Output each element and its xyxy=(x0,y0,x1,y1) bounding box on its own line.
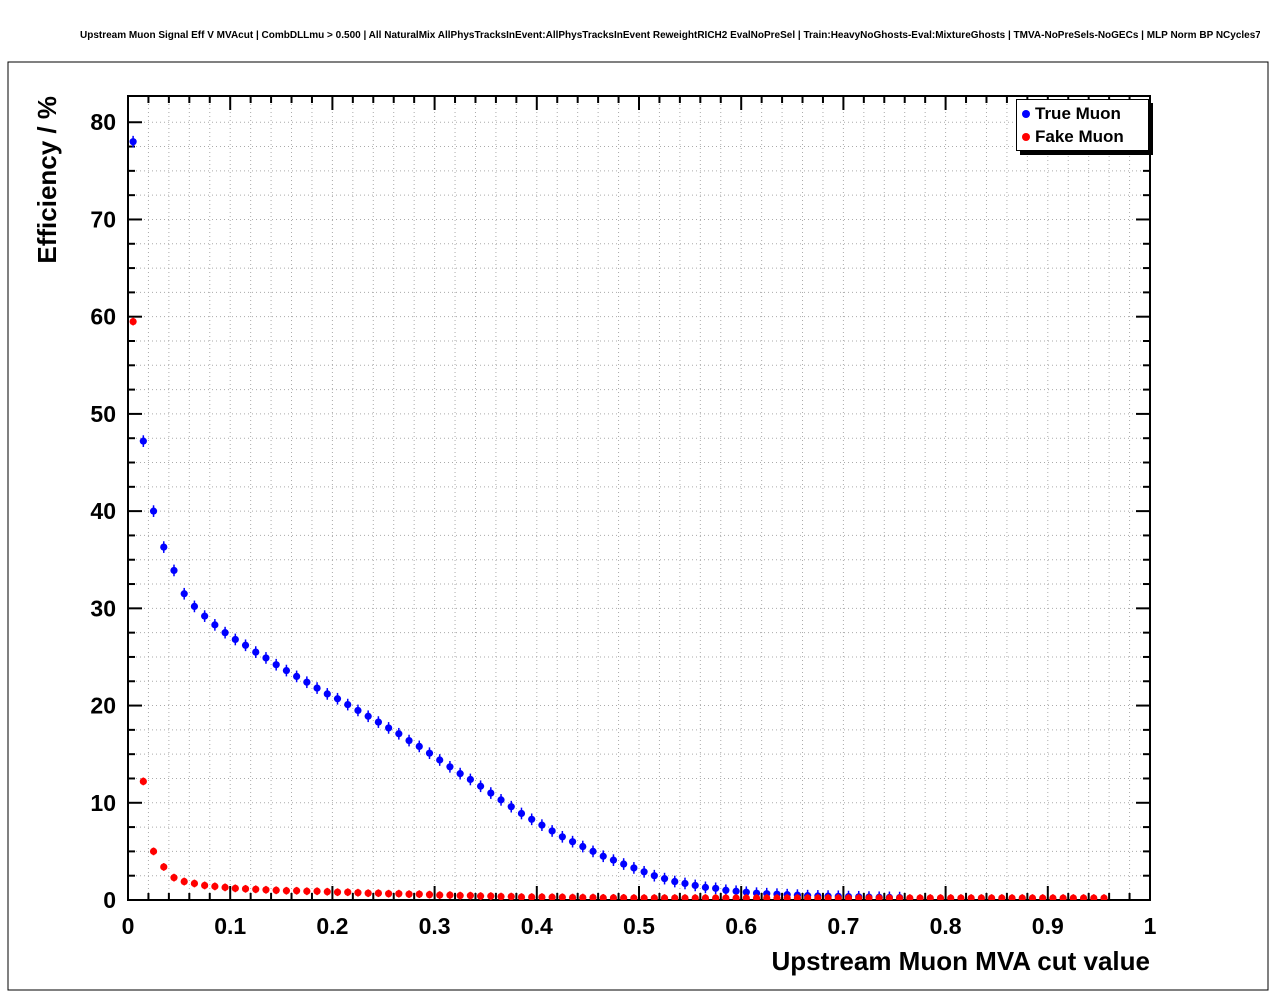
svg-text:0.2: 0.2 xyxy=(316,913,348,939)
svg-text:0.7: 0.7 xyxy=(827,913,859,939)
plot-title: Upstream Muon Signal Eff V MVAcut | Comb… xyxy=(80,30,1260,41)
svg-text:0.6: 0.6 xyxy=(725,913,757,939)
svg-text:0.1: 0.1 xyxy=(214,913,246,939)
svg-text:80: 80 xyxy=(90,109,116,135)
legend: True Muon Fake Muon xyxy=(1016,99,1149,151)
svg-text:30: 30 xyxy=(90,595,116,621)
svg-text:Efficiency / %: Efficiency / % xyxy=(32,96,62,264)
legend-entry-fake-muon: Fake Muon xyxy=(1020,125,1145,148)
svg-text:40: 40 xyxy=(90,498,116,524)
svg-text:0.4: 0.4 xyxy=(521,913,553,939)
svg-text:20: 20 xyxy=(90,693,116,719)
svg-text:10: 10 xyxy=(90,790,116,816)
svg-text:0.3: 0.3 xyxy=(419,913,451,939)
svg-text:50: 50 xyxy=(90,401,116,427)
svg-text:0.8: 0.8 xyxy=(930,913,962,939)
svg-text:0.5: 0.5 xyxy=(623,913,655,939)
svg-text:70: 70 xyxy=(90,206,116,232)
svg-text:0.9: 0.9 xyxy=(1032,913,1064,939)
svg-text:1: 1 xyxy=(1144,913,1157,939)
svg-text:0: 0 xyxy=(122,913,135,939)
fake-muon-marker-icon xyxy=(1022,132,1030,141)
legend-label-true-muon: True Muon xyxy=(1035,103,1121,123)
svg-text:Upstream Muon MVA cut value: Upstream Muon MVA cut value xyxy=(772,946,1151,976)
legend-label-fake-muon: Fake Muon xyxy=(1035,126,1124,146)
true-muon-marker-icon xyxy=(1022,109,1030,118)
svg-text:60: 60 xyxy=(90,304,116,330)
legend-entry-true-muon: True Muon xyxy=(1020,102,1145,125)
svg-text:0: 0 xyxy=(103,887,116,913)
